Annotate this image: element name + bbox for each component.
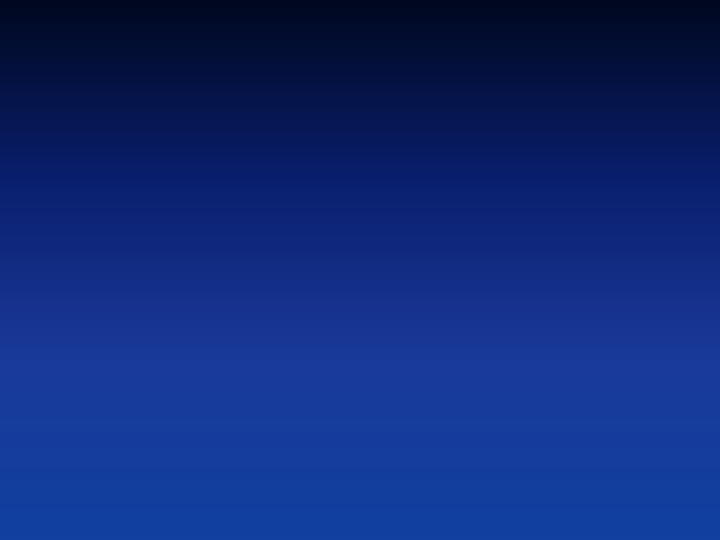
Text: $q_A^{(0)} + q_B^{(0)} = q_A^{(1)} + q_B^{(1)}$: $q_A^{(0)} + q_B^{(0)} = q_A^{(1)} + q_B… — [423, 126, 591, 151]
Text: $\nabla \cdot \mathbf{D} = 4\pi\rho$: $\nabla \cdot \mathbf{D} = 4\pi\rho$ — [163, 186, 260, 207]
Text: Note that the relations $E = D$-$4\pi P$;   $P$=$P_n$: Note that the relations $E = D$-$4\pi P$… — [313, 353, 638, 372]
FancyArrowPatch shape — [307, 318, 429, 360]
Text: however $D \neq \varepsilon_e E$.  (the latter equality: however $D \neq \varepsilon_e E$. (the l… — [313, 406, 617, 424]
Text: holds only at equilibrium): holds only at equilibrium) — [313, 431, 526, 447]
Text: $P_e = \dfrac{\varepsilon_e - 1}{4\pi} E$: $P_e = \dfrac{\varepsilon_e - 1}{4\pi} E… — [163, 347, 260, 383]
Text: We are interested in changes in solvent: We are interested in changes in solvent — [313, 117, 644, 132]
FancyBboxPatch shape — [118, 404, 305, 464]
FancyBboxPatch shape — [118, 335, 305, 395]
Text: $\mathbf{E} = \mathbf{D} - 4\pi\mathbf{P}$: $\mathbf{E} = \mathbf{D} - 4\pi\mathbf{P… — [157, 232, 266, 249]
Text: (2) $P_e$ , as a fast variable, satisfies the: (2) $P_e$ , as a fast variable, satisfie… — [313, 277, 629, 295]
FancyBboxPatch shape — [118, 175, 305, 219]
FancyBboxPatch shape — [118, 221, 305, 260]
Text: $+ P_e$ are always satisfied per definition,: $+ P_e$ are always satisfied per definit… — [313, 379, 634, 398]
Text: © A. Nitzan, TAU: © A. Nitzan, TAU — [558, 469, 639, 478]
Text: configuration that take place at: configuration that take place at — [313, 144, 577, 159]
FancyBboxPatch shape — [118, 266, 305, 327]
Text: Electron transfer – Marcus theory: Electron transfer – Marcus theory — [26, 79, 712, 114]
Text: $P_n = \dfrac{\varepsilon_s - \varepsilon_e}{4\pi} E$: $P_n = \dfrac{\varepsilon_s - \varepsilo… — [161, 417, 262, 450]
FancyBboxPatch shape — [380, 117, 634, 160]
Text: $P = \chi E = \dfrac{\varepsilon_s - 1}{4\pi} E$: $P = \chi E = \dfrac{\varepsilon_s - 1}{… — [148, 279, 275, 314]
Text: They have the following characteristics:: They have the following characteristics: — [313, 202, 645, 217]
Text: constant solute charge distribution $\rho$: constant solute charge distribution $\rh… — [313, 171, 621, 190]
Text: (3) D = constant (depends on $\rho$ only): (3) D = constant (depends on $\rho$ only… — [313, 327, 618, 346]
Text: (1) $P_n$ fluctuates because of thermal: (1) $P_n$ fluctuates because of thermal — [313, 227, 611, 246]
FancyBboxPatch shape — [118, 117, 305, 160]
Text: motion of solvent nuclei.: motion of solvent nuclei. — [313, 253, 519, 268]
Text: $q_A^{(0)}q_B^{(0)} \rightarrow q_A^{(1)}q_B^{(1)}$: $q_A^{(0)}q_B^{(0)} \rightarrow q_A^{(1)… — [147, 126, 276, 151]
Text: equilibrium  relationship: equilibrium relationship — [313, 302, 517, 318]
